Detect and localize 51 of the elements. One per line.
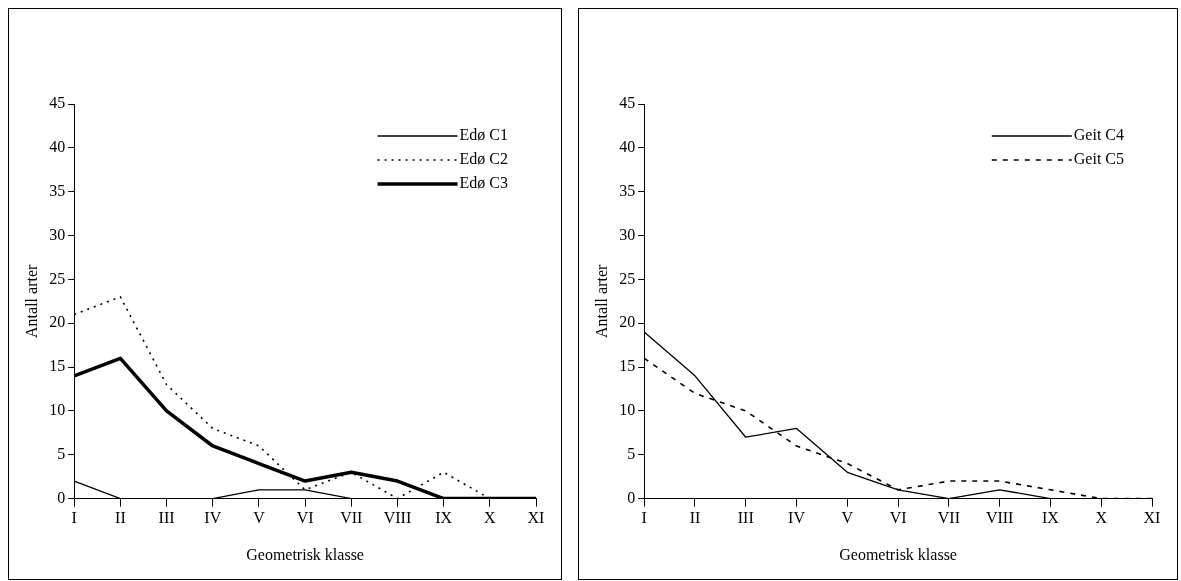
x-tick-label: V bbox=[841, 509, 854, 527]
x-tick-label: VII bbox=[937, 509, 960, 527]
y-tick-label: 20 bbox=[49, 313, 66, 331]
x-tick-label: III bbox=[158, 509, 175, 527]
x-tick-label: XI bbox=[1143, 509, 1161, 527]
y-tick-label: 35 bbox=[619, 181, 636, 199]
y-tick-label: 30 bbox=[619, 225, 636, 243]
x-tick-label: VI bbox=[889, 509, 907, 527]
y-tick-label: 5 bbox=[57, 444, 66, 462]
y-tick-label: 25 bbox=[49, 269, 66, 287]
x-tick-label: I bbox=[641, 509, 647, 527]
y-tick-label: 30 bbox=[49, 225, 66, 243]
y-tick-label: 45 bbox=[619, 94, 636, 112]
y-axis-title: Antall arter bbox=[592, 263, 610, 338]
x-tick-label: II bbox=[689, 509, 701, 527]
y-tick-label: 0 bbox=[57, 488, 66, 506]
legend-label: Geit C4 bbox=[1073, 126, 1124, 144]
y-tick-label: 15 bbox=[49, 357, 66, 375]
legend-label: Edø C3 bbox=[459, 174, 509, 192]
x-tick-label: XI bbox=[527, 509, 545, 527]
y-tick-label: 0 bbox=[627, 488, 636, 506]
y-tick-label: 35 bbox=[49, 181, 66, 199]
x-tick-label: VIII bbox=[985, 509, 1014, 527]
x-tick-label: I bbox=[71, 509, 77, 527]
x-tick-label: IX bbox=[435, 509, 453, 527]
x-tick-label: V bbox=[253, 509, 266, 527]
y-tick-label: 15 bbox=[619, 357, 636, 375]
x-tick-label: X bbox=[484, 509, 497, 527]
x-tick-label: IX bbox=[1041, 509, 1060, 527]
x-axis-title: Geometrisk klasse bbox=[246, 545, 364, 563]
x-tick-label: IV bbox=[204, 509, 222, 527]
y-tick-label: 45 bbox=[49, 94, 66, 112]
y-tick-label: 25 bbox=[619, 269, 636, 287]
x-tick-label: II bbox=[115, 509, 126, 527]
x-axis-title: Geometrisk klasse bbox=[839, 545, 957, 563]
x-tick-label: VI bbox=[296, 509, 314, 527]
y-tick-label: 10 bbox=[619, 401, 636, 419]
legend-label: Edø C1 bbox=[459, 126, 509, 144]
y-tick-label: 5 bbox=[627, 444, 636, 462]
x-tick-label: III bbox=[737, 509, 754, 527]
x-tick-label: IV bbox=[788, 509, 806, 527]
legend-label: Edø C2 bbox=[459, 150, 509, 168]
x-tick-label: VIII bbox=[383, 509, 412, 527]
x-tick-label: X bbox=[1095, 509, 1108, 527]
y-tick-label: 40 bbox=[619, 138, 636, 156]
x-tick-label: VII bbox=[340, 509, 363, 527]
y-tick-label: 40 bbox=[49, 138, 66, 156]
y-tick-label: 20 bbox=[619, 313, 636, 331]
legend-label: Geit C5 bbox=[1073, 150, 1124, 168]
y-tick-label: 10 bbox=[49, 401, 66, 419]
y-axis-title: Antall arter bbox=[22, 263, 40, 338]
